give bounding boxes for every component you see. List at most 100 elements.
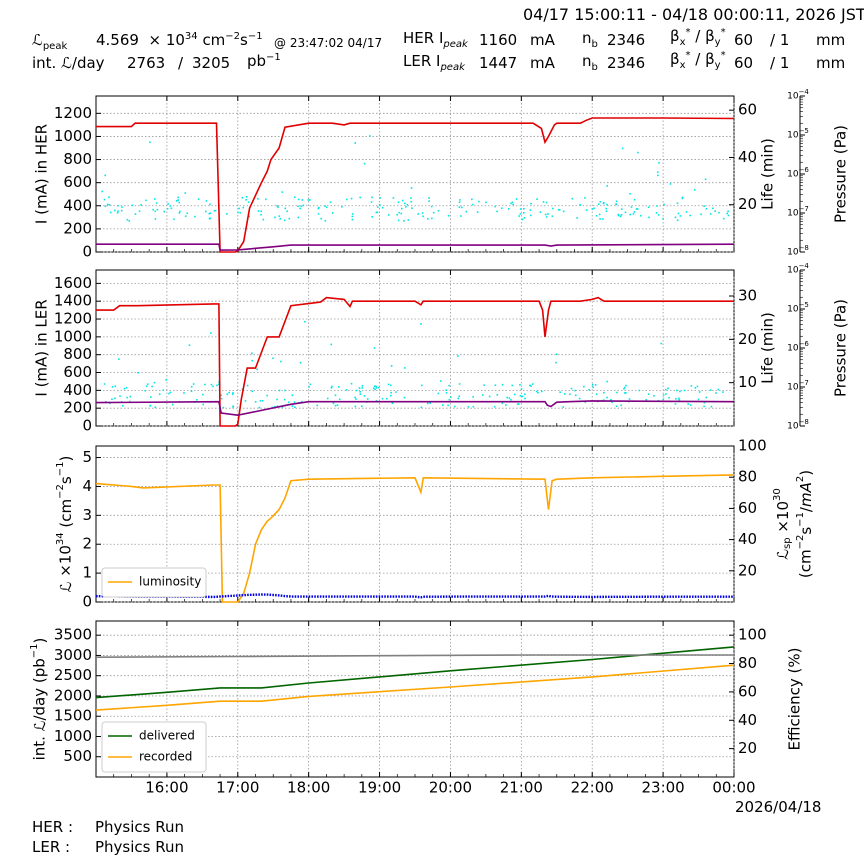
x-tick-label: 19:00 [358, 779, 401, 797]
pressure-tick-label: 10−6 [787, 340, 809, 354]
pressure-point [274, 216, 276, 219]
y2-axis-label: Efficiency (%) [786, 648, 804, 751]
pressure-point [678, 397, 680, 400]
pressure-point [345, 198, 348, 201]
time-range: 04/17 15:00:11 - 04/18 00:00:11, 2026 JS… [523, 5, 864, 24]
pressure-point [662, 398, 665, 401]
pressure-point [718, 211, 720, 214]
pressure-point [400, 207, 403, 210]
legend-label: recorded [139, 750, 192, 764]
y-tick-label: 1 [82, 564, 92, 582]
pressure-point [297, 198, 300, 201]
pressure-point [171, 403, 174, 406]
pressure-point [299, 361, 302, 364]
pressure-point [179, 210, 181, 213]
pressure-point [496, 393, 499, 396]
pressure-point [727, 214, 730, 217]
pressure-point [430, 205, 433, 208]
y-tick-label: 3000 [54, 646, 92, 664]
pressure-point [520, 388, 523, 390]
y2-axis-unit: (cm−2s−1/mA2) [795, 470, 815, 578]
pressure-point [232, 392, 234, 394]
pressure-point [291, 394, 294, 396]
pressure-point [397, 201, 400, 203]
pressure-point [653, 395, 655, 397]
pressure-point [214, 209, 217, 212]
pressure-point [530, 214, 532, 217]
pressure-point [426, 402, 429, 405]
pressure-point [259, 400, 262, 402]
pressure-point [496, 210, 498, 213]
her-status-label: HER : [32, 818, 74, 836]
pressure-point [726, 212, 729, 215]
pressure-point [145, 385, 148, 388]
pressure-point [258, 406, 261, 409]
pressure-point [636, 208, 639, 210]
pressure-point [448, 398, 451, 401]
pressure-point [376, 206, 379, 208]
pressure-point [358, 387, 361, 389]
pressure-point [648, 216, 650, 219]
pressure-point [184, 192, 187, 194]
pressure-point [338, 398, 341, 401]
pressure-point [471, 198, 473, 201]
pressure-point [183, 392, 185, 394]
pressure-point [592, 386, 594, 389]
pressure-point [316, 404, 319, 407]
pressure-point [334, 404, 337, 407]
pressure-point [359, 196, 361, 199]
pressure-point [140, 204, 142, 206]
pressure-point [619, 215, 622, 218]
pressure-point [134, 213, 137, 215]
pressure-point [332, 402, 335, 405]
pressure-point [481, 394, 484, 396]
pressure-point [620, 404, 623, 407]
pressure-point [226, 213, 228, 215]
pressure-point [417, 213, 419, 215]
pressure-point [511, 201, 514, 204]
pressure-point [163, 210, 166, 213]
pressure-point [220, 394, 222, 397]
pressure-point [677, 212, 680, 215]
pressure-point [190, 385, 193, 388]
pressure-point [520, 208, 522, 210]
pressure-point [623, 392, 626, 394]
pressure-point [218, 383, 220, 386]
pressure-point [658, 161, 660, 164]
y2-tick-label: 100 [738, 437, 767, 455]
y-tick-label: 1400 [54, 292, 92, 310]
pressure-point [510, 398, 512, 401]
pressure-point [665, 393, 667, 395]
x-tick-label: 18:00 [287, 779, 330, 797]
panel-her [95, 95, 805, 253]
pressure-point [178, 201, 181, 204]
pressure-point [606, 203, 608, 206]
pressure-point [359, 393, 362, 395]
pressure-point [209, 203, 211, 206]
pressure-point [655, 212, 658, 214]
pressure-point [472, 405, 475, 408]
pressure-point [390, 365, 393, 367]
pressure-point [488, 395, 491, 398]
pressure-point [457, 355, 459, 357]
pressure-point [404, 202, 406, 205]
pressure-point [583, 385, 585, 388]
pressure-point [500, 207, 503, 210]
pressure-point [539, 211, 542, 213]
pressure-point [441, 404, 444, 406]
pressure-point [374, 388, 376, 391]
her-current-value: 1160 [479, 31, 518, 49]
pressure-point [260, 213, 262, 216]
pressure-point [350, 382, 353, 385]
pressure-point [297, 205, 299, 208]
integrated-luminosity-unit: pb−1 [247, 52, 281, 70]
pressure-point [288, 217, 291, 220]
pressure-point [283, 398, 286, 401]
pressure-point [674, 216, 677, 219]
pressure-point [299, 207, 302, 210]
pressure-point [196, 398, 198, 401]
pressure-point [411, 207, 413, 210]
pressure-point [591, 208, 594, 210]
pressure-point [194, 215, 196, 218]
pressure-point [334, 394, 337, 397]
